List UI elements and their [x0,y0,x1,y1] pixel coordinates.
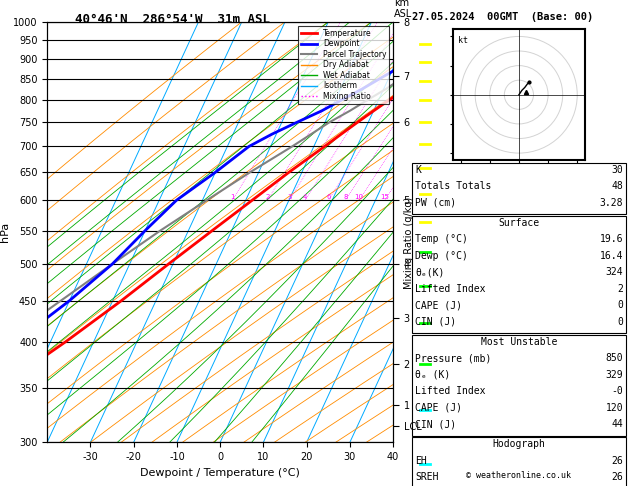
Text: CIN (J): CIN (J) [415,419,456,430]
Text: 26: 26 [611,472,623,483]
Text: 2: 2 [618,284,623,294]
Text: 4: 4 [303,194,308,200]
Text: CIN (J): CIN (J) [415,317,456,327]
Legend: Temperature, Dewpoint, Parcel Trajectory, Dry Adiabat, Wet Adiabat, Isotherm, Mi: Temperature, Dewpoint, Parcel Trajectory… [298,26,389,104]
Text: 120: 120 [606,403,623,413]
Text: 10: 10 [355,194,364,200]
Text: 324: 324 [606,267,623,278]
Text: Mixing Ratio (g/kg): Mixing Ratio (g/kg) [404,197,414,289]
Text: 6: 6 [326,194,331,200]
Text: 40°46'N  286°54'W  31m ASL: 40°46'N 286°54'W 31m ASL [75,13,270,26]
Text: θₑ(K): θₑ(K) [415,267,445,278]
Text: 15: 15 [380,194,389,200]
Text: 2: 2 [265,194,270,200]
Y-axis label: hPa: hPa [0,222,10,242]
Text: CAPE (J): CAPE (J) [415,300,462,311]
Text: Dewp (°C): Dewp (°C) [415,251,468,261]
Text: 329: 329 [606,370,623,380]
Text: 3.28: 3.28 [600,198,623,208]
Text: 850: 850 [606,353,623,364]
Text: 26: 26 [611,456,623,466]
Text: Totals Totals: Totals Totals [415,181,491,191]
Text: 0: 0 [618,300,623,311]
Text: 0: 0 [618,317,623,327]
Text: K: K [415,165,421,175]
Text: Most Unstable: Most Unstable [481,337,557,347]
Text: Lifted Index: Lifted Index [415,284,486,294]
X-axis label: Dewpoint / Temperature (°C): Dewpoint / Temperature (°C) [140,468,300,478]
Text: CAPE (J): CAPE (J) [415,403,462,413]
Text: 30: 30 [611,165,623,175]
Text: km
ASL: km ASL [394,0,413,19]
Text: 1: 1 [230,194,235,200]
Text: 3: 3 [287,194,291,200]
Text: Surface: Surface [498,218,540,228]
Text: θₑ (K): θₑ (K) [415,370,450,380]
Text: 19.6: 19.6 [600,234,623,244]
Text: 48: 48 [611,181,623,191]
Text: 44: 44 [611,419,623,430]
Text: SREH: SREH [415,472,438,483]
Text: Temp (°C): Temp (°C) [415,234,468,244]
Text: EH: EH [415,456,427,466]
Text: 27.05.2024  00GMT  (Base: 00): 27.05.2024 00GMT (Base: 00) [412,12,593,22]
Text: Pressure (mb): Pressure (mb) [415,353,491,364]
Text: PW (cm): PW (cm) [415,198,456,208]
Text: © weatheronline.co.uk: © weatheronline.co.uk [467,471,571,480]
Text: -0: -0 [611,386,623,397]
Text: 16.4: 16.4 [600,251,623,261]
Text: kt: kt [458,36,468,46]
Text: 8: 8 [343,194,348,200]
Text: Hodograph: Hodograph [493,439,545,450]
Text: Lifted Index: Lifted Index [415,386,486,397]
